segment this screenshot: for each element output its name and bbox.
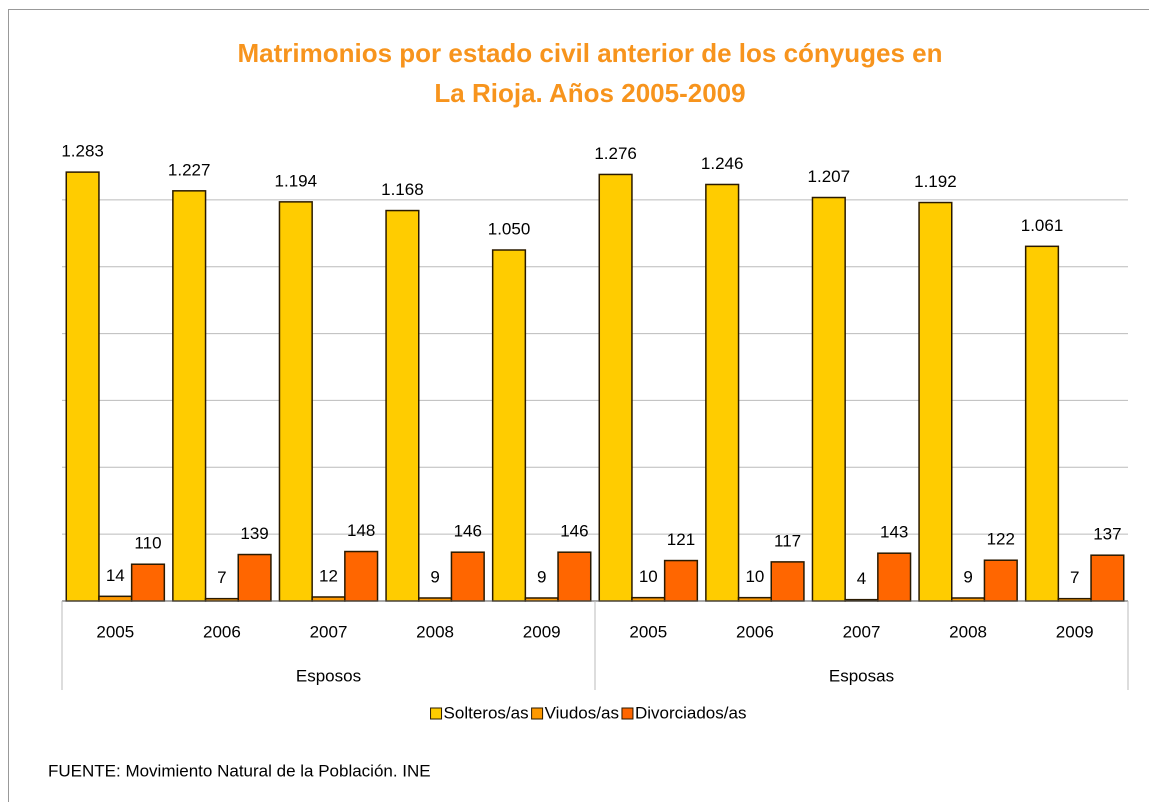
data-label: 110: [134, 534, 161, 553]
legend-label: Divorciados/as: [635, 703, 747, 722]
data-label: 9: [963, 567, 972, 586]
bar: [631, 596, 666, 602]
data-label: 7: [1070, 568, 1079, 587]
bar: [172, 190, 207, 602]
bar: [770, 561, 805, 602]
bar: [65, 171, 100, 602]
legend-label: Solteros/as: [444, 703, 529, 722]
group-label: Esposas: [829, 666, 894, 685]
chart-title: Matrimonios por estado civil anterior de…: [237, 38, 942, 68]
data-label: 10: [745, 567, 764, 586]
x-tick-label: 2009: [1056, 622, 1094, 641]
chart-frame: [8, 9, 1149, 802]
bar: [811, 196, 846, 602]
data-label: 146: [454, 522, 482, 541]
x-tick-label: 2007: [843, 622, 881, 641]
bar: [237, 553, 272, 602]
x-tick-label: 2007: [310, 622, 348, 641]
bar: [1090, 554, 1125, 602]
data-label: 143: [880, 523, 908, 542]
bar: [737, 596, 772, 602]
data-label: 7: [217, 568, 226, 587]
data-label: 9: [430, 567, 439, 586]
chart-title: La Rioja. Años 2005-2009: [434, 78, 745, 108]
x-tick-label: 2005: [96, 622, 134, 641]
bar: [278, 201, 313, 602]
bar: [705, 183, 740, 602]
legend-swatch: [531, 707, 544, 720]
legend-swatch: [621, 707, 634, 720]
data-label: 14: [106, 566, 125, 585]
x-tick-label: 2005: [629, 622, 667, 641]
group-label: Esposos: [296, 666, 361, 685]
data-label: 148: [347, 521, 375, 540]
x-tick-label: 2006: [736, 622, 774, 641]
bar: [450, 551, 485, 602]
bar: [983, 559, 1018, 602]
data-label: 1.194: [275, 171, 318, 190]
data-label: 121: [667, 530, 695, 549]
data-label: 1.207: [808, 167, 851, 186]
data-label: 1.227: [168, 160, 211, 179]
bar: [598, 173, 633, 602]
bar: [877, 552, 912, 602]
bar: [385, 209, 420, 602]
legend-label: Viudos/as: [545, 703, 619, 722]
bar: [98, 595, 133, 602]
data-label: 146: [560, 522, 588, 541]
data-label: 1.246: [701, 154, 744, 173]
data-label: 139: [240, 524, 268, 543]
legend-swatch: [430, 707, 443, 720]
data-label: 4: [857, 569, 866, 588]
data-label: 1.168: [381, 180, 424, 199]
x-tick-label: 2008: [949, 622, 987, 641]
data-label: 137: [1093, 525, 1121, 544]
source-note: FUENTE: Movimiento Natural de la Poblaci…: [48, 761, 431, 780]
bar: [663, 559, 699, 602]
bar: [1024, 245, 1060, 602]
bar: [130, 563, 166, 602]
bar: [344, 550, 379, 602]
bar: [557, 551, 592, 602]
data-label: 1.276: [594, 144, 637, 163]
x-tick-label: 2006: [203, 622, 241, 641]
data-label: 9: [537, 567, 546, 586]
data-label: 12: [319, 566, 338, 585]
x-tick-label: 2009: [523, 622, 561, 641]
data-label: 122: [987, 530, 1015, 549]
data-label: 10: [639, 567, 658, 586]
data-label: 1.283: [61, 142, 104, 161]
bar: [311, 596, 346, 602]
data-label: 1.050: [488, 219, 531, 238]
x-tick-label: 2008: [416, 622, 454, 641]
data-label: 1.061: [1021, 216, 1064, 235]
bar: [918, 201, 953, 602]
data-label: 1.192: [914, 172, 957, 191]
bar: [491, 249, 527, 602]
data-label: 117: [774, 531, 801, 550]
